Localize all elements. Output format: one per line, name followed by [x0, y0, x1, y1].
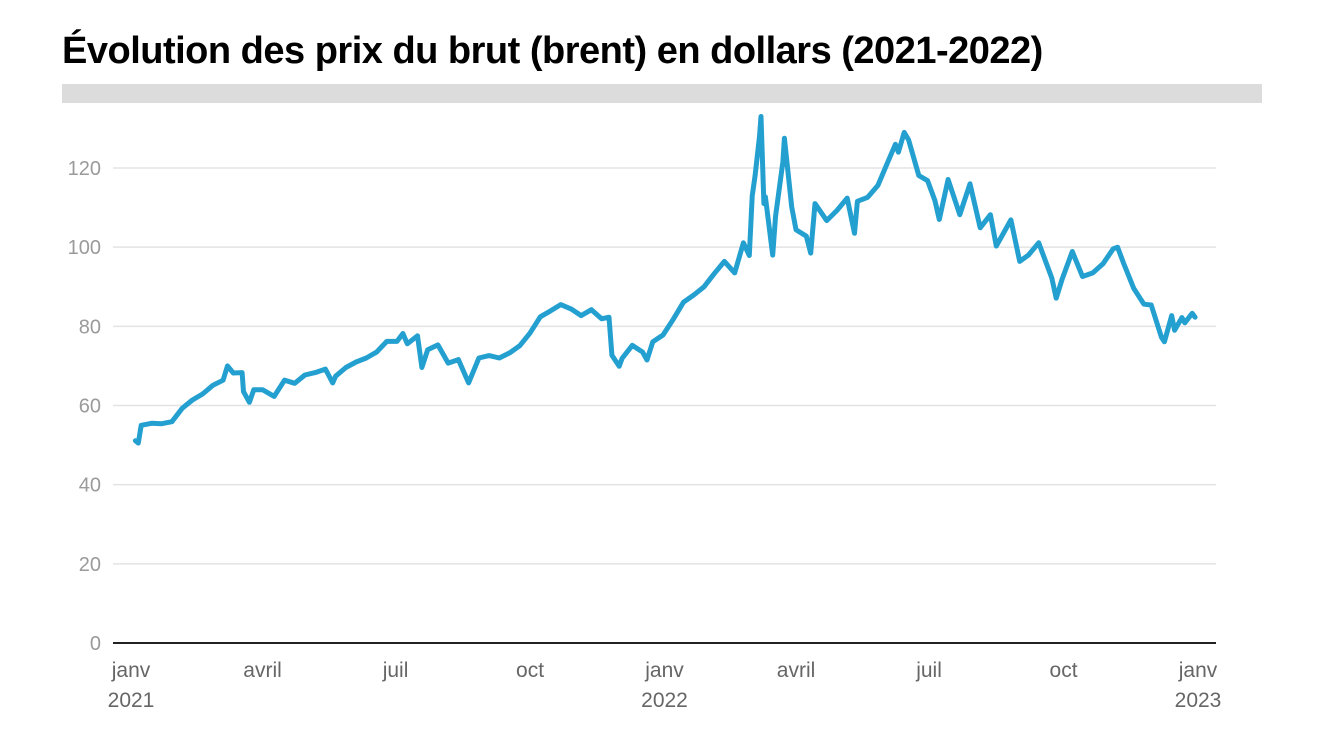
y-tick-label: 40 — [79, 475, 101, 497]
x-tick-year-label: 2022 — [641, 689, 688, 712]
grid-lines — [113, 167, 1216, 565]
brent-price-line — [132, 114, 1198, 446]
title-divider-bar — [62, 84, 1262, 103]
x-tick-label: janv — [111, 659, 151, 682]
x-tick-label: avril — [243, 659, 282, 682]
y-axis-ticks: 0 20 40 60 80 100 120 — [68, 158, 101, 655]
x-tick-label: juil — [915, 659, 942, 682]
y-tick-label: 60 — [79, 396, 101, 418]
chart-title: Évolution des prix du brut (brent) en do… — [62, 30, 1043, 72]
x-tick-label: janv — [644, 659, 684, 682]
series-group — [132, 114, 1198, 446]
y-tick-label: 120 — [68, 158, 101, 180]
x-tick-year-label: 2023 — [1175, 689, 1222, 712]
x-tick-label: oct — [516, 659, 544, 682]
y-tick-label: 80 — [79, 316, 101, 338]
x-tick-label: oct — [1050, 659, 1078, 682]
x-tick-label: avril — [777, 659, 816, 682]
y-tick-label: 20 — [79, 554, 101, 576]
x-tick-label: juil — [382, 659, 409, 682]
y-tick-label: 0 — [90, 633, 101, 655]
x-tick-year-label: 2021 — [108, 689, 155, 712]
x-tick-label: janv — [1178, 659, 1218, 682]
x-axis-ticks: janv 2021 avril juil oct janv 2022 avril juil oct… — [108, 659, 1222, 712]
y-tick-label: 100 — [68, 237, 101, 259]
